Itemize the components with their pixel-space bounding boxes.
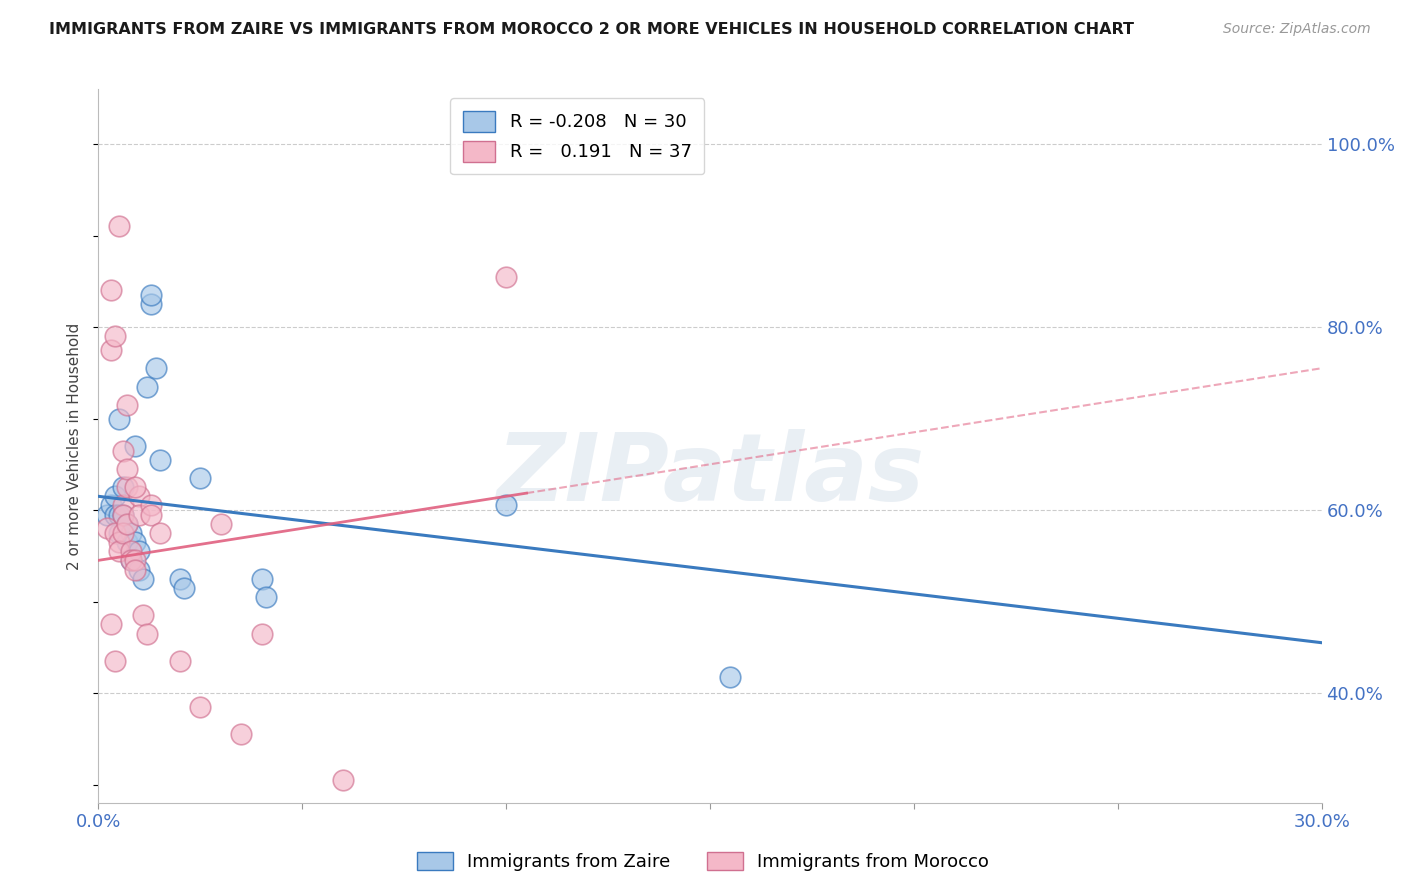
Legend: Immigrants from Zaire, Immigrants from Morocco: Immigrants from Zaire, Immigrants from M… (409, 845, 997, 879)
Point (128, 508, 150, 522)
Point (250, 572, 273, 586)
Point (100, 343, 122, 357)
Point (111, 480, 134, 494)
Point (104, 654, 127, 668)
Point (141, 288, 163, 302)
Point (104, 329, 127, 343)
Point (128, 544, 150, 558)
Point (111, 508, 134, 522)
Point (128, 562, 150, 576)
Point (115, 535, 138, 549)
Point (231, 727, 253, 741)
Text: IMMIGRANTS FROM ZAIRE VS IMMIGRANTS FROM MOROCCO 2 OR MORE VEHICLES IN HOUSEHOLD: IMMIGRANTS FROM ZAIRE VS IMMIGRANTS FROM… (49, 22, 1135, 37)
Point (108, 535, 131, 549)
Point (188, 699, 212, 714)
Point (111, 508, 134, 522)
Point (173, 581, 195, 595)
Text: Source: ZipAtlas.com: Source: ZipAtlas.com (1223, 22, 1371, 37)
Text: ZIPatlas: ZIPatlas (496, 428, 924, 521)
Point (108, 508, 131, 522)
Point (209, 516, 232, 531)
Point (115, 462, 138, 476)
Point (124, 480, 146, 494)
Point (169, 654, 191, 668)
Point (111, 443, 134, 458)
Point (124, 562, 146, 576)
Y-axis label: 2 or more Vehicles in Household: 2 or more Vehicles in Household (67, 322, 83, 570)
Point (115, 480, 138, 494)
Point (115, 516, 138, 531)
Point (145, 361, 167, 376)
Point (250, 626, 273, 640)
Point (495, 269, 517, 284)
Point (124, 553, 146, 567)
Point (124, 439, 146, 453)
Point (120, 544, 142, 558)
Point (132, 608, 155, 623)
Legend: R = -0.208   N = 30, R =   0.191   N = 37: R = -0.208 N = 30, R = 0.191 N = 37 (450, 98, 704, 174)
Point (115, 398, 138, 412)
Point (108, 411, 131, 425)
Point (149, 525, 172, 540)
Point (100, 284, 122, 298)
Point (115, 516, 138, 531)
Point (104, 508, 127, 522)
Point (141, 499, 163, 513)
Point (720, 669, 742, 683)
Point (96, 508, 118, 522)
Point (120, 525, 142, 540)
Point (104, 525, 127, 540)
Point (128, 489, 150, 503)
Point (332, 772, 354, 787)
Point (96, 521, 118, 535)
Point (111, 525, 134, 540)
Point (120, 553, 142, 567)
Point (141, 297, 163, 311)
Point (188, 471, 212, 485)
Point (136, 626, 159, 640)
Point (100, 617, 122, 632)
Point (169, 572, 191, 586)
Point (132, 572, 155, 586)
Point (111, 499, 134, 513)
Point (104, 489, 127, 503)
Point (124, 535, 146, 549)
Point (141, 508, 163, 522)
Point (108, 219, 131, 234)
Point (108, 525, 131, 540)
Point (149, 452, 172, 467)
Point (254, 590, 277, 604)
Point (108, 544, 131, 558)
Point (100, 499, 122, 513)
Point (495, 499, 517, 513)
Point (120, 553, 142, 567)
Point (136, 379, 159, 393)
